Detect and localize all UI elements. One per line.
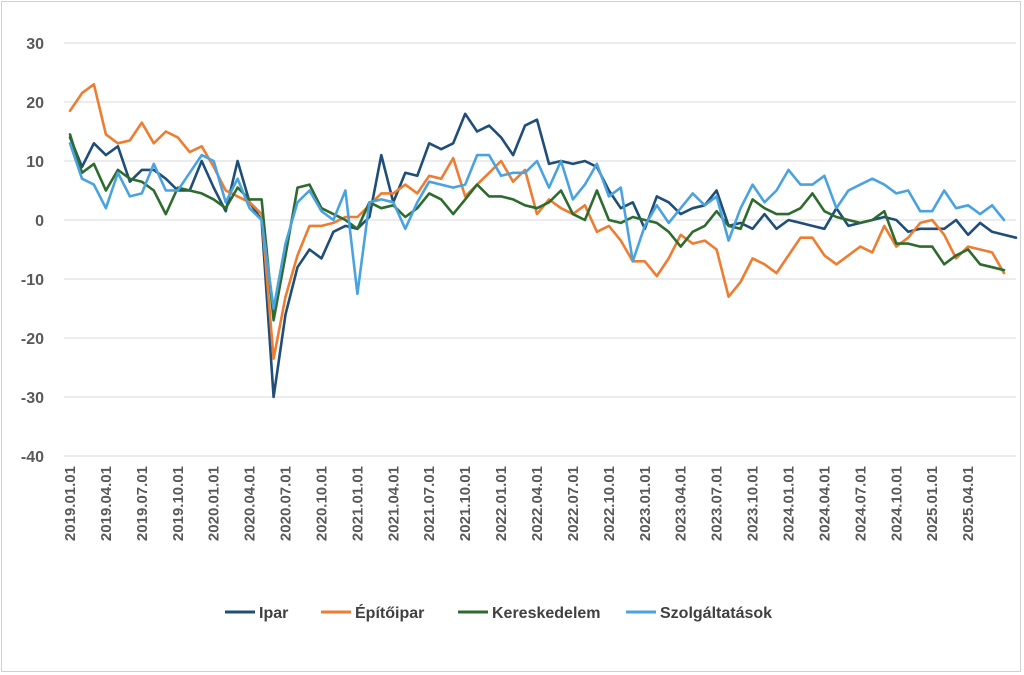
x-tick-label: 2020.10.01 — [313, 466, 330, 541]
x-tick-label: 2021.07.01 — [421, 466, 438, 541]
x-tick-label: 2023.07.01 — [709, 466, 726, 541]
x-tick-label: 2021.04.01 — [385, 466, 402, 541]
series-line-0 — [68, 112, 1018, 399]
x-tick-label: 2024.10.01 — [888, 466, 905, 541]
legend: Ipar Építőipar Kereskedelem Szolgáltatások — [225, 603, 772, 622]
series-lines — [68, 83, 1018, 399]
x-tick-label: 2022.04.01 — [529, 466, 546, 541]
legend-label-2: Kereskedelem — [492, 605, 601, 622]
series-line-1 — [68, 83, 1006, 360]
x-axis-ticks: 2019.01.01 2019.04.01 2019.07.01 2019.10.01… — [62, 466, 977, 541]
x-tick-label: 2025.04.01 — [960, 466, 977, 541]
x-tick-label: 2022.10.01 — [601, 466, 618, 541]
x-tick-label: 2024.01.01 — [780, 466, 797, 541]
y-tick-label: 30 — [26, 36, 44, 53]
x-tick-label: 2020.01.01 — [206, 466, 223, 541]
x-tick-label: 2023.10.01 — [745, 466, 762, 541]
y-tick-label: -20 — [21, 331, 44, 348]
y-tick-label: 0 — [35, 213, 44, 230]
y-tick-label: 10 — [26, 154, 44, 171]
legend-label-1: Építőipar — [355, 603, 424, 622]
series-line-3 — [68, 142, 1006, 310]
x-tick-label: 2022.07.01 — [565, 466, 582, 541]
x-tick-label: 2025.01.01 — [924, 466, 941, 541]
x-tick-label: 2019.04.01 — [98, 466, 115, 541]
x-tick-label: 2023.04.01 — [673, 466, 690, 541]
x-tick-label: 2020.07.01 — [278, 466, 295, 541]
x-tick-label: 2024.04.01 — [816, 466, 833, 541]
x-tick-label: 2023.01.01 — [637, 466, 654, 541]
x-tick-label: 2019.01.01 — [62, 466, 79, 541]
x-tick-label: 2024.07.01 — [852, 466, 869, 541]
series-line-2 — [68, 133, 1006, 322]
legend-label-0: Ipar — [259, 605, 288, 622]
x-tick-label: 2022.01.01 — [493, 466, 510, 541]
legend-label-3: Szolgáltatások — [660, 605, 772, 622]
x-tick-label: 2021.01.01 — [349, 466, 366, 541]
x-tick-label: 2021.10.01 — [457, 466, 474, 541]
x-tick-label: 2019.10.01 — [170, 466, 187, 541]
y-tick-label: -30 — [21, 390, 44, 407]
y-tick-label: -10 — [21, 272, 44, 289]
y-axis-ticks: 30 20 10 0 -10 -20 -30 -40 — [21, 36, 44, 466]
x-tick-label: 2019.07.01 — [134, 466, 151, 541]
y-tick-label: 20 — [26, 95, 44, 112]
gridlines — [64, 42, 1016, 457]
y-tick-label: -40 — [21, 449, 44, 466]
x-tick-label: 2020.04.01 — [242, 466, 259, 541]
